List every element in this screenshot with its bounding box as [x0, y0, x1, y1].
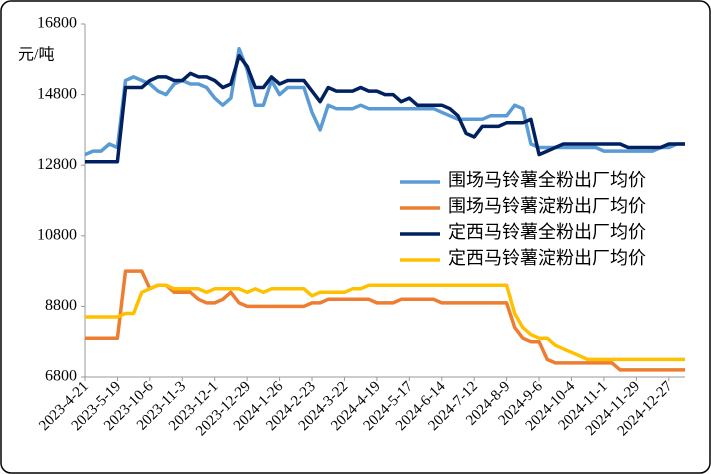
y-tick-label: 16800	[37, 15, 77, 32]
y-tick-label: 12800	[37, 156, 77, 173]
legend-label: 定西马铃薯全粉出厂均价	[448, 222, 646, 242]
y-axis-label: 元/吨	[18, 46, 54, 64]
y-tick-label: 8800	[45, 297, 77, 314]
legend-label: 围场马铃薯全粉出厂均价	[448, 170, 646, 190]
legend-label: 定西马铃薯淀粉出厂均价	[448, 248, 646, 268]
series-line	[85, 283, 685, 362]
legend-label: 围场马铃薯淀粉出厂均价	[448, 196, 646, 216]
y-tick-label: 6800	[45, 368, 77, 385]
series-line	[85, 269, 685, 372]
y-tick-label: 14800	[37, 85, 77, 102]
series-line	[85, 54, 685, 164]
series-line	[84, 46, 685, 157]
y-tick-label: 10800	[37, 226, 77, 243]
